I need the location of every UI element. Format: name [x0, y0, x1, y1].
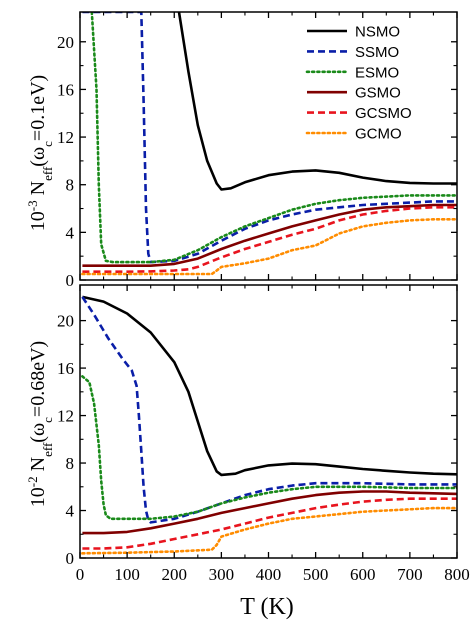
x-tick-label: 100 [114, 565, 140, 584]
series-line-gsmo [82, 490, 457, 535]
y-tick-label: 12 [57, 407, 74, 426]
series-line-ssmo [82, 12, 457, 264]
y-tick-label: 20 [57, 33, 74, 52]
y-tick-label: 16 [57, 359, 74, 378]
x-tick-label: 600 [350, 565, 376, 584]
legend-label-gcmo: GCMO [355, 126, 402, 143]
y-tick-label: 4 [66, 223, 75, 242]
series-line-gsmo [82, 203, 457, 267]
series-line-ssmo [81, 296, 457, 524]
x-tick-label: 700 [397, 565, 423, 584]
top-panel: 0 4 8 12 16 20 10-3 Neff(ωc=0.1eV) NSMO SSMO ES… [25, 11, 458, 290]
x-tick-label: 300 [209, 565, 235, 584]
x-axis-label: T (K) [240, 594, 294, 620]
x-tick-label: 500 [303, 565, 329, 584]
top-plot-lines [81, 12, 457, 276]
legend-label-nsmo: NSMO [355, 24, 400, 41]
legend-label-gsmo: GSMO [355, 85, 401, 102]
y-tick-label: 8 [66, 454, 75, 473]
y-tick-label: 0 [66, 271, 75, 290]
x-tick-label: 800 [444, 565, 470, 584]
y-tick-label: 20 [57, 312, 74, 331]
series-line-gcmo [81, 506, 457, 555]
series-line-gcmo [81, 218, 457, 276]
series-line-nsmo [177, 12, 457, 191]
top-axes: 0 4 8 12 16 20 [57, 11, 458, 290]
y-tick-label: 12 [57, 128, 74, 147]
series-line-gcsmo [82, 206, 457, 273]
legend-label-gcsmo: GCSMO [355, 105, 412, 122]
x-tick-label: 400 [256, 565, 282, 584]
bottom-y-axis-label: 10-2 Neff(ωc=0.68eV) [25, 341, 55, 507]
y-tick-label: 8 [66, 176, 75, 195]
series-line-nsmo [82, 295, 457, 477]
y-tick-label: 0 [66, 549, 75, 568]
series-line-gcsmo [82, 497, 457, 550]
series-line-esmo [90, 12, 457, 264]
legend-label-ssmo: SSMO [355, 44, 399, 61]
top-plot-frame [79, 11, 458, 281]
y-tick-label: 4 [66, 502, 75, 521]
x-tick-label: 0 [76, 565, 85, 584]
top-y-axis-label: 10-3 Neff(ωc=0.1eV) [25, 75, 55, 231]
x-tick-label: 200 [162, 565, 188, 584]
series-line-esmo [81, 375, 457, 521]
bottom-plot-lines [81, 295, 457, 555]
y-tick-label: 16 [57, 80, 74, 99]
legend: NSMO SSMO ESMO GSMO GCSMO GCMO [305, 24, 412, 143]
legend-label-esmo: ESMO [355, 64, 399, 81]
